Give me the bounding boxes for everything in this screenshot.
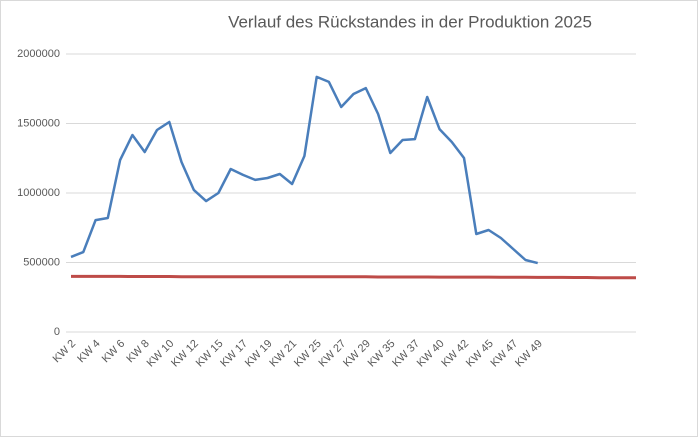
series-line <box>71 274 636 280</box>
chart-title: Verlauf des Rückstandes in der Produktio… <box>228 12 592 31</box>
y-tick-label: 0 <box>54 326 60 338</box>
y-tick-label: 1000000 <box>17 187 60 199</box>
y-tick-label: 2000000 <box>17 48 60 60</box>
y-tick-label: 500000 <box>23 256 60 268</box>
y-tick-label: 1500000 <box>17 117 60 129</box>
series-line <box>70 75 539 265</box>
